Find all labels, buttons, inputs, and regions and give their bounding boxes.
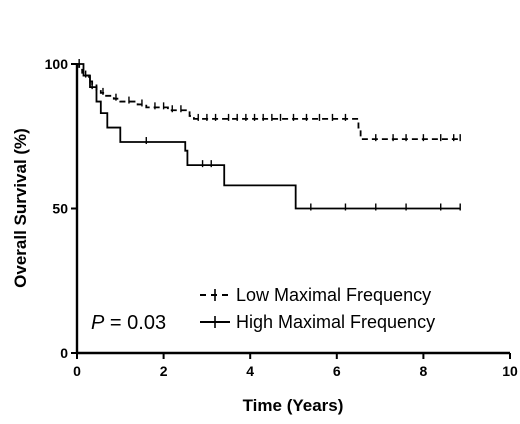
x-tick-label: 4 <box>246 363 254 379</box>
legend-label-low: Low Maximal Frequency <box>236 285 431 305</box>
x-tick-label: 10 <box>502 363 518 379</box>
p-value-annotation: P = 0.03 <box>91 312 166 334</box>
y-axis-title: Overall Survival (%) <box>11 128 30 288</box>
series-line-low <box>77 63 461 141</box>
y-tick-label: 50 <box>52 201 68 217</box>
legend: Low Maximal Frequency High Maximal Frequ… <box>200 285 435 332</box>
plot-lines <box>77 59 461 211</box>
x-axis-title: Time (Years) <box>243 396 344 415</box>
x-tick-label: 2 <box>160 363 168 379</box>
x-tick-label: 6 <box>333 363 341 379</box>
legend-label-high: High Maximal Frequency <box>236 312 435 332</box>
p-value-label: P <box>91 312 105 334</box>
y-tick-label: 100 <box>45 56 69 72</box>
p-value-rest: = 0.03 <box>104 312 166 334</box>
series-line-high <box>77 63 461 210</box>
y-tick-label: 0 <box>60 345 68 361</box>
x-tick-label: 0 <box>73 363 81 379</box>
x-tick-label: 8 <box>420 363 428 379</box>
